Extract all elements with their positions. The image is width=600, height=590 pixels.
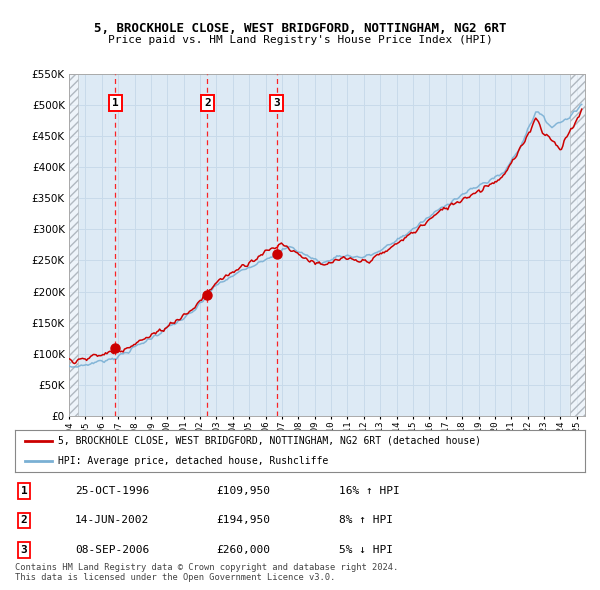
Text: £194,950: £194,950 — [216, 516, 270, 525]
Bar — [69, 74, 78, 416]
Text: 5% ↓ HPI: 5% ↓ HPI — [339, 545, 393, 555]
Text: 5, BROCKHOLE CLOSE, WEST BRIDGFORD, NOTTINGHAM, NG2 6RT: 5, BROCKHOLE CLOSE, WEST BRIDGFORD, NOTT… — [94, 22, 506, 35]
Text: 5, BROCKHOLE CLOSE, WEST BRIDGFORD, NOTTINGHAM, NG2 6RT (detached house): 5, BROCKHOLE CLOSE, WEST BRIDGFORD, NOTT… — [58, 436, 481, 446]
Text: 08-SEP-2006: 08-SEP-2006 — [75, 545, 149, 555]
Text: 16% ↑ HPI: 16% ↑ HPI — [339, 486, 400, 496]
Bar — [570, 74, 585, 416]
Text: 2: 2 — [204, 98, 211, 108]
Text: 14-JUN-2002: 14-JUN-2002 — [75, 516, 149, 525]
Text: Price paid vs. HM Land Registry's House Price Index (HPI): Price paid vs. HM Land Registry's House … — [107, 35, 493, 45]
Text: 25-OCT-1996: 25-OCT-1996 — [75, 486, 149, 496]
Text: £109,950: £109,950 — [216, 486, 270, 496]
Text: 1: 1 — [20, 486, 28, 496]
Text: HPI: Average price, detached house, Rushcliffe: HPI: Average price, detached house, Rush… — [58, 455, 328, 466]
Bar — [69, 74, 78, 416]
Text: 1: 1 — [112, 98, 119, 108]
Text: 8% ↑ HPI: 8% ↑ HPI — [339, 516, 393, 525]
Text: 3: 3 — [20, 545, 28, 555]
Text: 3: 3 — [274, 98, 280, 108]
Bar — [570, 74, 585, 416]
Text: £260,000: £260,000 — [216, 545, 270, 555]
Text: 2: 2 — [20, 516, 28, 525]
Text: Contains HM Land Registry data © Crown copyright and database right 2024.
This d: Contains HM Land Registry data © Crown c… — [15, 563, 398, 582]
